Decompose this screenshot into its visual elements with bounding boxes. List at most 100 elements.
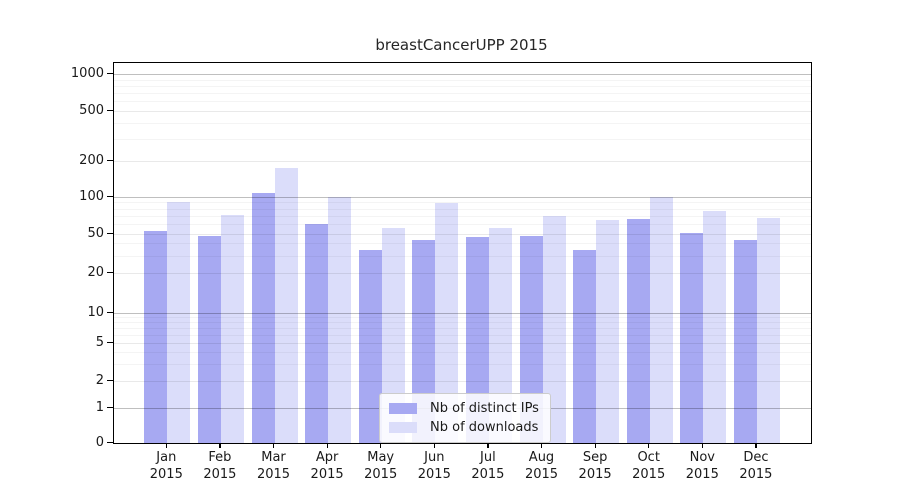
gridline-minor xyxy=(114,334,811,336)
plot-area: Nb of distinct IPs Nb of downloads xyxy=(113,62,812,444)
bar-distinct-ips xyxy=(144,231,168,443)
x-tick-label: Jan 2015 xyxy=(136,449,196,483)
y-tick xyxy=(107,380,113,382)
bar-downloads xyxy=(167,202,191,443)
y-tick xyxy=(107,341,113,343)
bar-distinct-ips xyxy=(680,233,704,443)
x-tick-label: Feb 2015 xyxy=(190,449,250,483)
y-tick xyxy=(107,441,113,443)
gridline-decade xyxy=(114,312,811,314)
gridline-decade xyxy=(114,74,811,75)
y-tick-label: 0 xyxy=(95,434,104,450)
bar-distinct-ips xyxy=(305,223,329,443)
x-tick-month: Jan xyxy=(156,450,177,465)
gridline-minor xyxy=(114,363,811,365)
x-tick xyxy=(219,443,221,449)
bar-downloads xyxy=(756,217,780,443)
x-tick-label: Oct 2015 xyxy=(619,449,679,483)
gridline-minor xyxy=(114,123,811,125)
x-tick xyxy=(165,443,167,449)
x-tick-month: Aug xyxy=(528,450,555,465)
x-tick xyxy=(755,443,757,449)
gridline-major xyxy=(114,161,811,162)
x-tick-year: 2015 xyxy=(471,467,505,482)
gridline-minor xyxy=(114,85,811,87)
bar-downloads xyxy=(220,214,244,443)
gridline-minor xyxy=(114,243,811,245)
y-tick xyxy=(107,311,113,313)
gridline-major xyxy=(114,234,811,235)
x-tick-year: 2015 xyxy=(149,467,183,482)
bar-downloads xyxy=(649,197,673,443)
x-tick xyxy=(380,443,382,449)
bar-downloads xyxy=(488,228,512,443)
bar-downloads xyxy=(435,202,459,443)
gridline-major xyxy=(114,111,811,112)
gridline-decade xyxy=(114,196,811,198)
y-tick xyxy=(107,407,113,409)
x-tick-month: Jun xyxy=(424,450,445,465)
x-tick-year: 2015 xyxy=(203,467,237,482)
x-tick xyxy=(326,443,328,449)
legend-swatch xyxy=(389,422,417,433)
bar-downloads xyxy=(596,220,620,443)
x-tick-label: Dec 2015 xyxy=(726,449,786,483)
y-tick-label: 20 xyxy=(87,265,104,280)
x-tick-label: Aug 2015 xyxy=(512,449,572,483)
x-tick xyxy=(594,443,596,449)
bar-distinct-ips xyxy=(573,249,597,443)
x-tick-label: Jun 2015 xyxy=(404,449,464,483)
gridline-minor xyxy=(114,138,811,140)
bar-distinct-ips xyxy=(626,219,650,443)
y-tick-label: 5 xyxy=(95,334,104,350)
x-tick-year: 2015 xyxy=(578,467,612,482)
legend-label: Nb of distinct IPs xyxy=(430,401,539,416)
y-tick-label: 2 xyxy=(95,373,104,388)
gridline-minor xyxy=(114,224,811,226)
chart-title: breastCancerUPP 2015 xyxy=(375,36,548,54)
x-tick-month: Apr xyxy=(315,450,339,465)
x-tick-year: 2015 xyxy=(632,467,666,482)
legend: Nb of distinct IPs Nb of downloads xyxy=(379,393,551,443)
gridline-minor xyxy=(114,322,811,324)
x-tick-year: 2015 xyxy=(310,467,344,482)
x-tick-label: Apr 2015 xyxy=(297,449,357,483)
y-tick xyxy=(107,160,113,162)
x-tick-label: Nov 2015 xyxy=(672,449,732,483)
x-tick-month: May xyxy=(367,450,395,465)
legend-label: Nb of downloads xyxy=(430,420,539,435)
x-tick xyxy=(648,443,650,449)
bar-distinct-ips xyxy=(412,239,436,443)
y-tick-label: 500 xyxy=(79,103,104,118)
bar-downloads xyxy=(542,216,566,443)
legend-swatch xyxy=(389,403,417,414)
y-tick xyxy=(107,233,113,235)
bar-distinct-ips xyxy=(358,249,382,443)
x-tick-month: Mar xyxy=(261,450,286,465)
x-tick-label: May 2015 xyxy=(351,449,411,483)
gridline-minor xyxy=(114,255,811,257)
gridline-minor xyxy=(114,79,811,81)
x-tick-year: 2015 xyxy=(685,467,719,482)
x-tick-year: 2015 xyxy=(417,467,451,482)
bar-downloads xyxy=(274,167,298,443)
bar-downloads xyxy=(328,197,352,443)
gridline-minor xyxy=(114,327,811,329)
x-tick-year: 2015 xyxy=(739,467,773,482)
gridline-major xyxy=(114,273,811,274)
gridline-minor xyxy=(114,208,811,210)
y-tick xyxy=(107,110,113,112)
gridline-minor xyxy=(114,317,811,319)
x-tick-month: Sep xyxy=(582,450,608,465)
y-tick xyxy=(107,272,113,274)
gridline-minor xyxy=(114,93,811,95)
gridline-minor xyxy=(114,351,811,353)
x-tick xyxy=(540,443,543,449)
x-tick-label: Sep 2015 xyxy=(565,449,625,483)
x-tick-month: Jul xyxy=(480,450,496,465)
x-tick xyxy=(433,443,435,449)
y-tick xyxy=(107,73,113,75)
y-tick-label: 1000 xyxy=(70,66,104,81)
y-tick-label: 50 xyxy=(87,226,104,241)
x-tick-year: 2015 xyxy=(256,467,291,482)
